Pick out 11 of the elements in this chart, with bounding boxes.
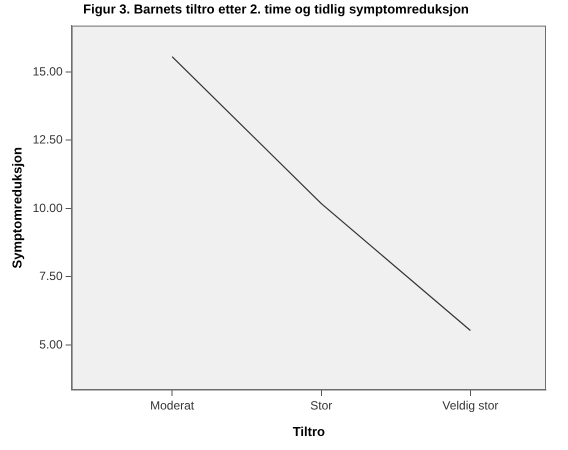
y-tick-label: 10.00 — [32, 200, 63, 215]
y-tick-label: 7.50 — [39, 269, 63, 284]
y-tick-label: 15.00 — [32, 64, 63, 78]
y-axis-title: Symptomreduksjon — [9, 147, 24, 268]
chart-title: Figur 3. Barnets tiltro etter 2. time og tidlig symptomreduksjon — [83, 1, 469, 16]
y-tick-label: 12.50 — [32, 132, 63, 147]
x-tick-label: Veldig stor — [442, 398, 498, 413]
x-axis-title: Tiltro — [292, 424, 325, 439]
y-tick-label: 5.00 — [39, 337, 63, 352]
x-tick-label: Moderat — [150, 398, 195, 413]
x-tick-label: Stor — [310, 398, 332, 413]
